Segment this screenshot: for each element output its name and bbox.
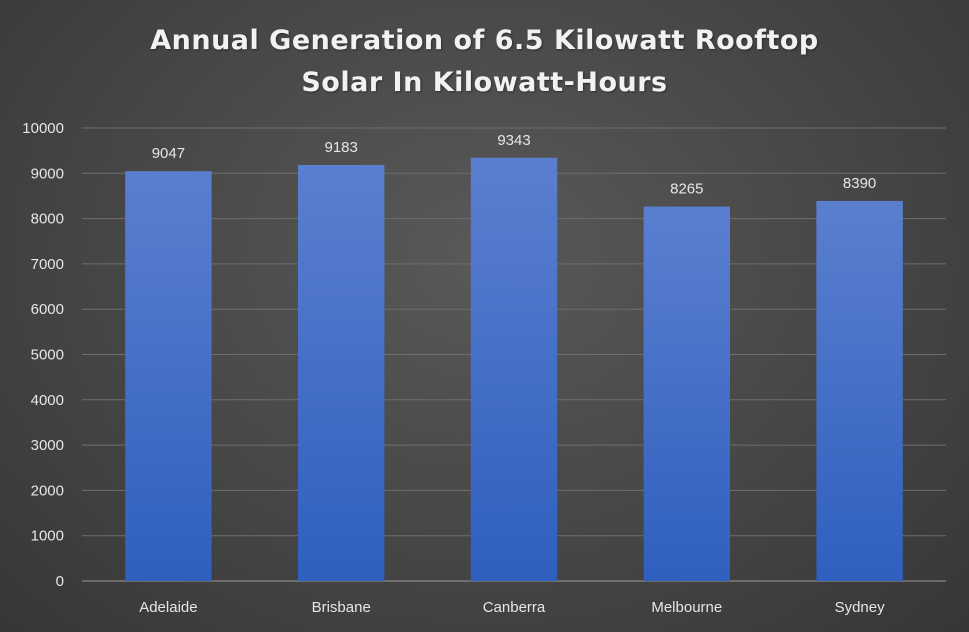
y-axis-ticks: 0 1000 2000 3000 4000 5000 6000 7000 8000 9000 100… (22, 120, 64, 590)
x-category-label: Sydney (835, 599, 886, 616)
x-category-label: Melbourne (651, 599, 722, 616)
data-labels: 9047 9183 9343 8265 8390 (152, 132, 877, 198)
data-label: 9183 (325, 139, 358, 156)
y-tick-label: 4000 (31, 392, 64, 409)
bar-sydney (816, 200, 903, 582)
y-tick-label: 6000 (31, 301, 64, 318)
y-tick-label: 5000 (31, 347, 64, 364)
x-axis-categories: Adelaide Brisbane Canberra Melbourne Sydney (139, 599, 885, 616)
data-label: 8265 (670, 181, 703, 198)
y-tick-label: 1000 (31, 528, 64, 545)
y-tick-label: 9000 (31, 165, 64, 182)
bar-brisbane (298, 165, 385, 581)
data-label: 9343 (497, 132, 530, 149)
y-tick-label: 7000 (31, 256, 64, 273)
x-category-label: Brisbane (312, 599, 371, 616)
x-category-label: Canberra (483, 599, 546, 616)
data-label: 8390 (843, 175, 876, 192)
data-label: 9047 (152, 145, 185, 162)
bars (125, 157, 903, 582)
y-tick-label: 3000 (31, 437, 64, 454)
bar-canberra (470, 157, 558, 582)
bar-melbourne (643, 206, 730, 581)
y-tick-label: 8000 (31, 211, 64, 228)
chart-title: Annual Generation of 6.5 Kilowatt Roofto… (0, 20, 969, 104)
chart-title-line-1: Annual Generation of 6.5 Kilowatt Roofto… (150, 25, 819, 56)
y-tick-label: 10000 (22, 120, 64, 137)
chart-title-line-2: Solar In Kilowatt-Hours (301, 67, 668, 98)
x-category-label: Adelaide (139, 599, 197, 616)
y-tick-label: 2000 (31, 482, 64, 499)
bar-adelaide (125, 171, 212, 581)
y-tick-label: 0 (56, 573, 64, 590)
